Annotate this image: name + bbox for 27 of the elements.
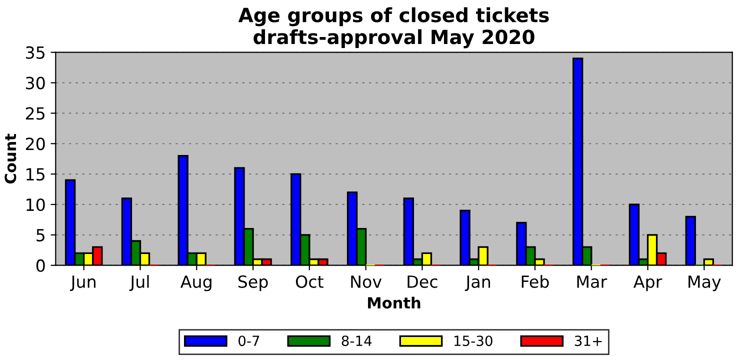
legend-label: 0-7 <box>238 336 260 346</box>
x-tick-label: May <box>688 276 721 292</box>
y-tick-label: 20 <box>26 138 45 150</box>
y-axis-title: Count <box>4 134 16 184</box>
y-tick-label: 15 <box>26 168 44 181</box>
y-tick-label: 30 <box>26 76 45 90</box>
y-tick-label: 10 <box>26 198 45 212</box>
x-tick-label: Jul <box>129 275 149 292</box>
legend-label: 15-30 <box>454 336 492 346</box>
y-tick-label: 0 <box>36 259 45 272</box>
x-tick-label: Nov <box>351 276 382 288</box>
x-axis-title: Month <box>368 296 420 309</box>
x-tick-label: Jan <box>464 276 490 292</box>
y-tick-label: 35 <box>26 46 44 59</box>
y-tick-label: 5 <box>36 229 44 242</box>
legend-label: 8-14 <box>342 336 372 346</box>
chart-title: Age groups of closed tickets drafts-approval May 2020 <box>238 7 549 48</box>
x-tick-label: Apr <box>633 276 662 292</box>
x-tick-label: Oct <box>296 275 324 288</box>
x-tick-label: Feb <box>522 275 549 288</box>
x-tick-label: Mar <box>577 276 608 288</box>
x-tick-label: Jun <box>70 276 96 292</box>
legend-label: 31+ <box>574 336 602 346</box>
x-tick-label: Dec <box>408 276 438 288</box>
x-tick-label: Sep <box>238 275 268 292</box>
y-tick-label: 25 <box>26 107 44 120</box>
x-tick-label: Aug <box>180 276 212 292</box>
